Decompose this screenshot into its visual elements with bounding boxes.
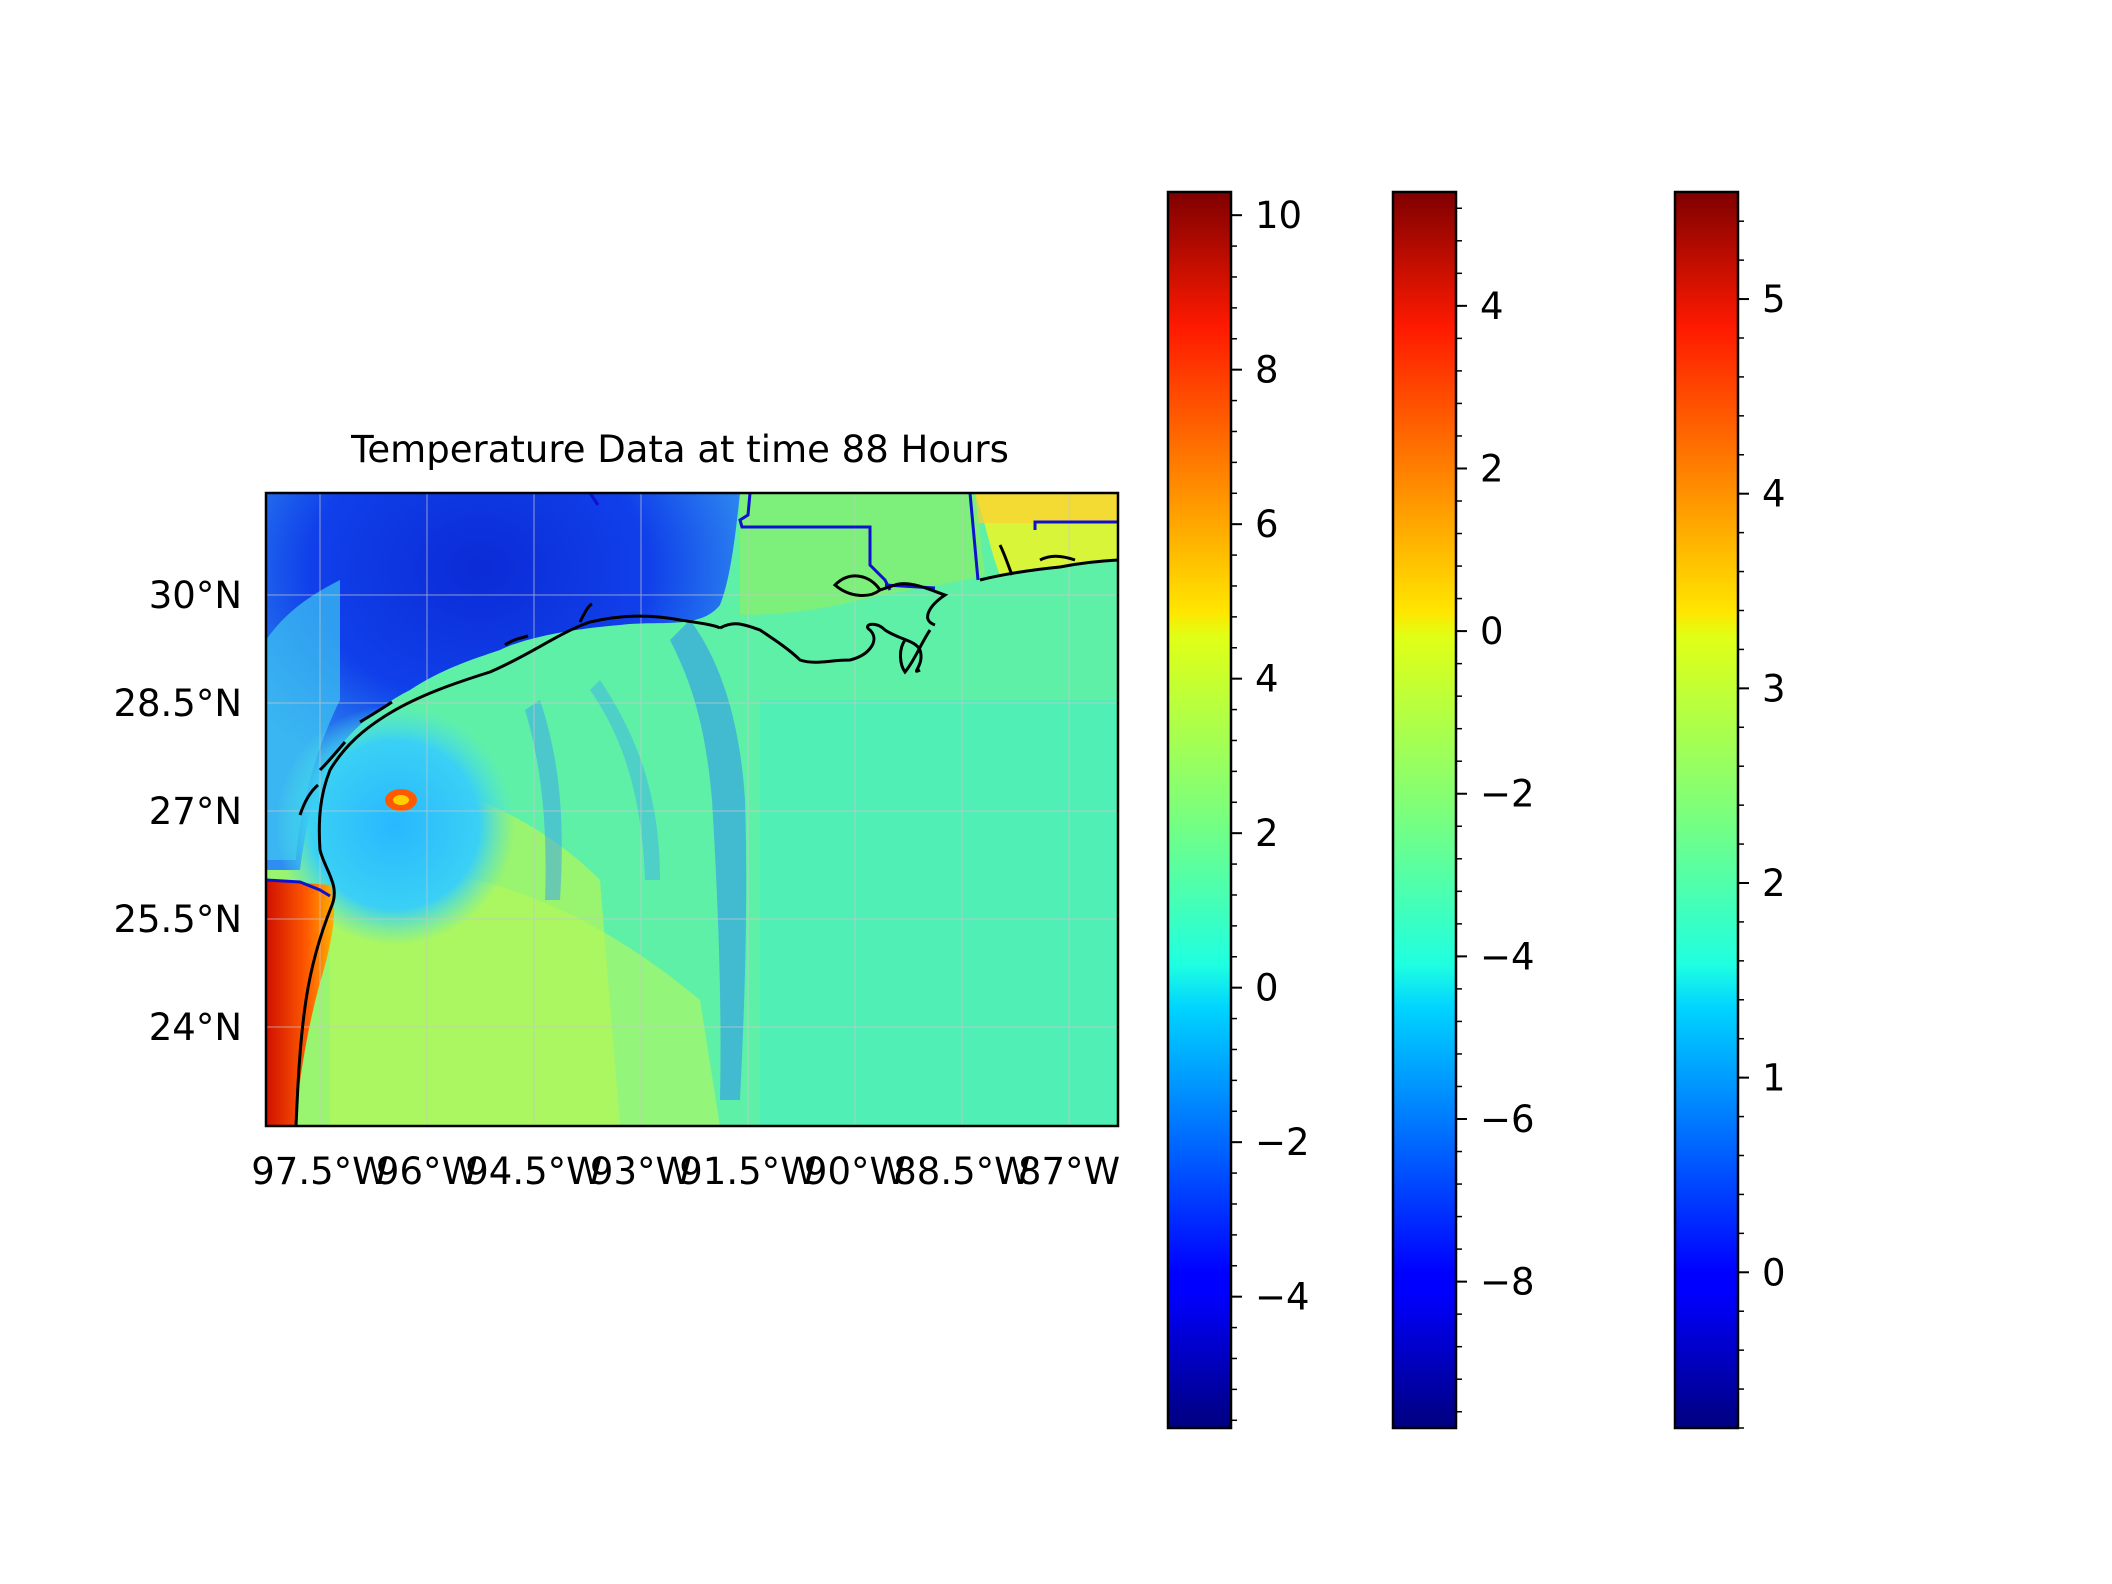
- lat-tick-labels: 30°N 28.5°N 27°N 25.5°N 24°N: [113, 574, 242, 1049]
- colorbar-1: 10 8 6 4 2 0 −2 −4: [1166, 190, 1310, 1430]
- colorbar-tick-label: −8: [1480, 1261, 1535, 1304]
- lon-tick-labels: 97.5°W 96°W 94.5°W 93°W 91.5°W 90°W 88.5…: [251, 1150, 1120, 1193]
- colorbar-gradient: [1166, 190, 1233, 1430]
- colorbar-tick-label: 2: [1762, 862, 1786, 905]
- colorbar-tick-label: 10: [1255, 194, 1302, 237]
- colorbar-tick-label: 3: [1762, 667, 1786, 710]
- colorbar-tick-label: 6: [1255, 503, 1279, 546]
- colorbar-tick-label: 2: [1480, 447, 1504, 490]
- colorbar-tick-label: −2: [1480, 773, 1535, 816]
- lon-tick-label: 91.5°W: [679, 1150, 816, 1193]
- lat-tick-label: 30°N: [149, 574, 242, 617]
- cool-east-gulf: [760, 700, 1118, 1126]
- hurricane-swirl: [275, 705, 515, 945]
- colorbar-tick-label: 0: [1762, 1251, 1786, 1294]
- colorbar-tick-label: 0: [1480, 610, 1504, 653]
- lat-tick-label: 24°N: [149, 1006, 242, 1049]
- lon-tick-label: 88.5°W: [893, 1150, 1030, 1193]
- map-title: Temperature Data at time 88 Hours: [350, 428, 1009, 471]
- lon-tick-label: 93°W: [590, 1150, 692, 1193]
- lon-tick-label: 87°W: [1018, 1150, 1120, 1193]
- lon-tick-label: 94.5°W: [465, 1150, 602, 1193]
- lon-tick-label: 96°W: [376, 1150, 478, 1193]
- colorbar-tick-label: 4: [1480, 285, 1504, 328]
- colorbar-tick-label: −4: [1255, 1276, 1310, 1319]
- cold-streak-3: [590, 680, 660, 880]
- lat-tick-label: 25.5°N: [113, 898, 242, 941]
- lon-tick-label: 90°W: [804, 1150, 906, 1193]
- map-panel: [266, 493, 1118, 1126]
- cold-plume: [670, 620, 747, 1100]
- cold-land-region: [266, 493, 740, 870]
- warm-northeast-strip: [975, 493, 1118, 523]
- colorbar-gradient: [1673, 190, 1740, 1430]
- gridlines: [266, 493, 1118, 1126]
- hurricane-eye-core: [393, 795, 409, 805]
- cold-streak-2: [525, 700, 562, 900]
- map-frame: [264, 491, 1120, 1128]
- coastline: [294, 544, 1118, 1126]
- colorbar-tick-label: 8: [1255, 349, 1279, 392]
- lon-tick-label: 97.5°W: [251, 1150, 388, 1193]
- lat-tick-label: 28.5°N: [113, 682, 242, 725]
- louisiana-land: [740, 493, 985, 615]
- colorbar-tick-label: 4: [1255, 658, 1279, 701]
- colorbar-2: 4 2 0 −2 −4 −6 −8: [1391, 190, 1535, 1430]
- colorbar-tick-label: −4: [1480, 935, 1535, 978]
- colorbar-tick-label: 2: [1255, 812, 1279, 855]
- colorbar-tick-label: 5: [1762, 278, 1786, 321]
- colorbar-tick-label: 4: [1762, 473, 1786, 516]
- hot-mexico-region: [266, 880, 335, 1126]
- colorbar-3: 5 4 3 2 1 0: [1673, 190, 1786, 1430]
- colorbar-tick-label: −6: [1480, 1098, 1535, 1141]
- colorbar-tick-label: 0: [1255, 967, 1279, 1010]
- colorbar-gradient: [1391, 190, 1458, 1430]
- lat-tick-label: 27°N: [149, 790, 242, 833]
- colorbar-tick-label: 1: [1762, 1057, 1786, 1100]
- colorbar-tick-label: −2: [1255, 1121, 1310, 1164]
